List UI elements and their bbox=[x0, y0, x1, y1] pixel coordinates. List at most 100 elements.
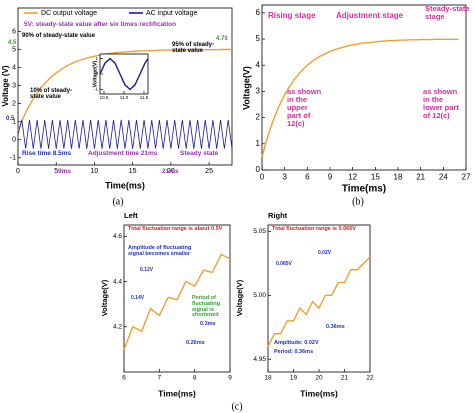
y-tick-label: -1 bbox=[94, 87, 98, 92]
series-line bbox=[17, 48, 232, 131]
annotation: 0.3ms bbox=[200, 321, 216, 327]
annotation: Rising stage bbox=[268, 11, 316, 20]
x-tick-label: 21 bbox=[341, 375, 349, 382]
annotation: Total fluctuation range is about 0.5V bbox=[128, 226, 223, 232]
annotation: Rise time 8.5ms bbox=[22, 150, 72, 157]
x-tick-label: 5 bbox=[54, 168, 58, 175]
y-tick-label: 6 bbox=[12, 28, 16, 35]
caption: (a) bbox=[112, 196, 123, 207]
annotation: Period: 0.36ms bbox=[274, 349, 314, 355]
y-axis-label: Voltage(V) bbox=[235, 279, 244, 316]
annotation: 0.02V bbox=[318, 250, 332, 256]
y-tick-label: 5.05 bbox=[253, 228, 266, 235]
annotation: Steady-state stage bbox=[425, 4, 470, 21]
y-tick-label: 6 bbox=[256, 8, 261, 17]
annotation: Adjustment stage bbox=[336, 11, 404, 20]
x-tick-label: 21 bbox=[416, 172, 425, 181]
x-axis-label: Time(ms) bbox=[342, 184, 386, 195]
x-tick-label: 6 bbox=[305, 172, 310, 181]
annotation: 0.12V bbox=[140, 267, 154, 273]
annotation: as shown in the lower part of 12(c) bbox=[423, 87, 459, 120]
annotation: 9ms bbox=[58, 168, 72, 175]
annotation: 0.5 bbox=[6, 116, 15, 122]
annotation: 0.26ms bbox=[186, 340, 205, 346]
caption: (b) bbox=[352, 196, 364, 207]
y-tick-label: 2 bbox=[12, 100, 16, 107]
y-axis-label: Voltage (V) bbox=[1, 65, 10, 107]
annotation: Amplitude: 0.02V bbox=[274, 340, 319, 346]
x-axis-label: Time(ms) bbox=[300, 388, 338, 398]
y-tick-label: 2 bbox=[256, 113, 261, 122]
annotation: Amplitude of fluctuating signal becomes … bbox=[128, 245, 192, 257]
annotation: 21ms bbox=[162, 168, 179, 175]
x-tick-label: 27 bbox=[462, 172, 471, 181]
x-tick-label: 10 bbox=[91, 168, 99, 175]
y-tick-label: 1 bbox=[12, 119, 16, 126]
plot-frame bbox=[261, 4, 467, 171]
y-axis-label: Voltage(V) bbox=[100, 279, 109, 316]
annotation: 95% of steady-state value bbox=[172, 42, 215, 55]
annotation: as shown in the upper part of 12(c) bbox=[287, 87, 322, 128]
x-tick-label: 3 bbox=[282, 172, 287, 181]
y-tick-label: 4 bbox=[256, 60, 261, 69]
annotation: Total fluctuation range is 0.065V bbox=[272, 226, 356, 232]
x-tick-label: 12 bbox=[348, 172, 357, 181]
x-tick-label: 8 bbox=[193, 375, 197, 382]
x-tick-label: 25 bbox=[205, 168, 213, 175]
x-tick-label: 20 bbox=[315, 375, 323, 382]
x-tick-label: 9 bbox=[328, 172, 333, 181]
x-tick-label: 11.0 bbox=[120, 95, 129, 100]
y-tick-label: 1 bbox=[95, 56, 98, 61]
y-tick-label: 1 bbox=[256, 139, 261, 148]
x-tick-label: 7 bbox=[158, 375, 162, 382]
series-line bbox=[99, 57, 149, 91]
y-tick-label: -1 bbox=[10, 155, 16, 162]
annotation: 4.75 bbox=[216, 36, 228, 42]
annotation: 10% of steady-state value bbox=[30, 88, 73, 101]
annotation: 4.5 bbox=[8, 40, 17, 46]
panel-title: Left bbox=[124, 211, 138, 220]
x-tick-label: 6 bbox=[122, 375, 126, 382]
series-line bbox=[267, 256, 371, 347]
x-tick-label: 0 bbox=[16, 168, 20, 175]
x-tick-label: 24 bbox=[439, 172, 448, 181]
series-line bbox=[17, 119, 233, 149]
x-axis-label: Time(ms) bbox=[158, 388, 196, 398]
x-tick-label: 20 bbox=[167, 168, 175, 175]
y-tick-label: 4 bbox=[12, 64, 16, 71]
annotation: Adjustment time 21ms bbox=[88, 150, 158, 157]
plot-frame bbox=[99, 53, 149, 95]
y-tick-label: 4.95 bbox=[253, 356, 266, 363]
x-tick-label: 15 bbox=[371, 172, 380, 181]
panel-title: Right bbox=[268, 211, 288, 220]
x-tick-label: 18 bbox=[394, 172, 403, 181]
y-tick-label: 4.2 bbox=[113, 323, 122, 330]
y-tick-label: 3 bbox=[256, 87, 261, 96]
x-axis-label: Time(ms) bbox=[105, 180, 145, 190]
annotation: Period of fluctuating signal is shortene… bbox=[192, 295, 221, 319]
x-tick-label: 9 bbox=[228, 375, 232, 382]
y-tick-label: 5 bbox=[12, 46, 16, 53]
x-tick-label: 19 bbox=[290, 375, 298, 382]
x-tick-label: 0 bbox=[260, 172, 265, 181]
y-axis-label: Voltage(V) bbox=[241, 66, 251, 110]
annotation: 5V: steady-state value after six times r… bbox=[24, 21, 177, 28]
y-tick-label: 0 bbox=[95, 71, 98, 76]
y-tick-label: 3 bbox=[12, 82, 16, 89]
x-tick-label: 18 bbox=[264, 375, 272, 382]
y-tick-label: 4.6 bbox=[113, 233, 122, 240]
annotation: 90% of steady-state value bbox=[22, 33, 96, 39]
legend-label: DC output voltage bbox=[41, 10, 97, 17]
x-tick-label: 15 bbox=[129, 168, 137, 175]
annotation: 0.14V bbox=[131, 295, 145, 301]
y-tick-label: 5.00 bbox=[253, 292, 266, 299]
caption: (c) bbox=[231, 401, 242, 412]
annotation: Steady state bbox=[180, 150, 219, 157]
y-tick-label: 0 bbox=[256, 165, 261, 174]
x-tick-label: 11.5 bbox=[140, 95, 149, 100]
series-line bbox=[123, 253, 231, 350]
x-tick-label: 10.5 bbox=[100, 95, 109, 100]
annotation: 0.36ms bbox=[326, 324, 345, 330]
